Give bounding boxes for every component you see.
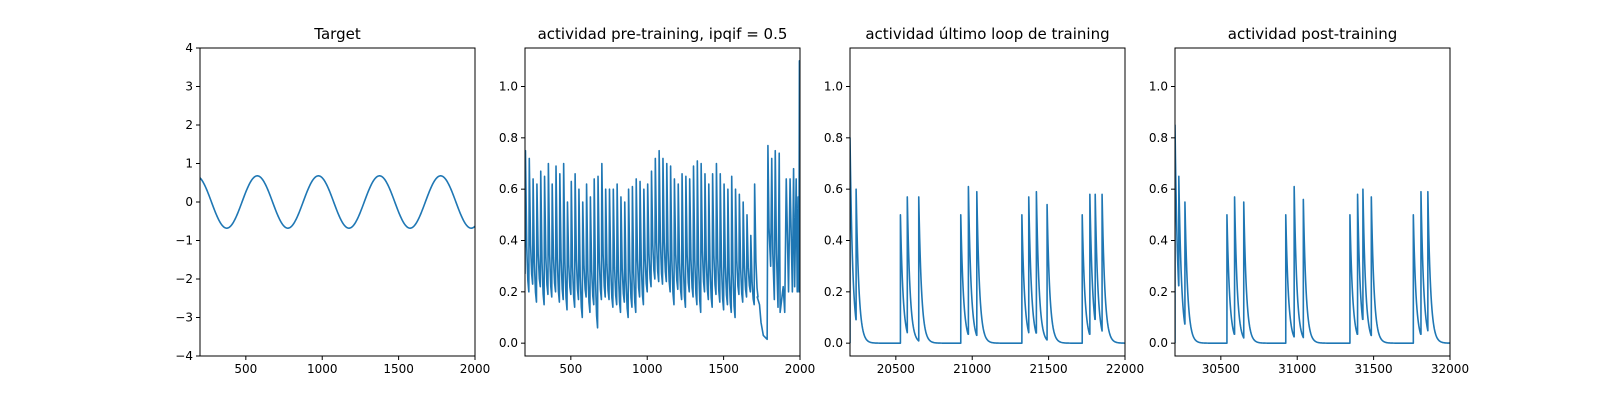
y-tick-label: 0.0 [824, 336, 843, 350]
y-tick-label: 3 [185, 80, 193, 94]
panel-title: Target [313, 25, 361, 43]
y-tick-label: 0.4 [1149, 234, 1168, 248]
panel-3: actividad último loop de training 20500 21… [824, 25, 1144, 376]
y-tick-label: −1 [175, 234, 193, 248]
axes-frame [849, 47, 1126, 357]
y-tick-label: 0 [185, 195, 193, 209]
x-tick-label: 31500 [1355, 362, 1393, 376]
y-tick-label: 0.4 [824, 234, 843, 248]
x-tick-label: 1500 [708, 362, 739, 376]
x-tick-label: 30500 [1202, 362, 1240, 376]
y-tick-label: −3 [175, 311, 193, 325]
y-tick-label: 0.6 [499, 182, 518, 196]
y-tick-label: 0.2 [1149, 285, 1168, 299]
y-tick-label: 1.0 [824, 80, 843, 94]
y-tick-label: 0.6 [1149, 182, 1168, 196]
y-tick-label: 0.0 [499, 336, 518, 350]
y-tick-label: 0.4 [499, 234, 518, 248]
series-line [1175, 124, 1450, 344]
x-tick-label: 1500 [383, 362, 414, 376]
y-tick-label: 0.8 [824, 131, 843, 145]
series-line [850, 137, 1125, 344]
panel-2: actividad pre-training, ipqif = 0.5 500 10… [499, 25, 815, 376]
y-tick-label: 0.2 [824, 285, 843, 299]
y-tick-label: 2 [185, 118, 193, 132]
x-tick-label: 500 [559, 362, 582, 376]
y-tick-label: 0.0 [1149, 336, 1168, 350]
x-tick-label: 1000 [632, 362, 663, 376]
x-tick-label: 32000 [1431, 362, 1469, 376]
x-tick-label: 2000 [785, 362, 816, 376]
x-tick-label: 500 [234, 362, 257, 376]
y-tick-label: 0.8 [499, 131, 518, 145]
series-line [200, 175, 475, 229]
panel-title: actividad pre-training, ipqif = 0.5 [538, 25, 788, 43]
axes-frame [1174, 47, 1451, 357]
panel-title: actividad post-training [1228, 25, 1397, 43]
x-tick-label: 31000 [1278, 362, 1316, 376]
x-tick-label: 21500 [1030, 362, 1068, 376]
x-tick-label: 21000 [953, 362, 991, 376]
y-tick-label: 4 [185, 41, 193, 55]
axes-frame [524, 47, 801, 357]
y-tick-label: 0.6 [824, 182, 843, 196]
x-tick-label: 1000 [307, 362, 338, 376]
y-tick-label: 0.8 [1149, 131, 1168, 145]
panel-1: Target 500 1000 1500 2000 −4 −3 −2 −1 0 1 2 3 4 [175, 25, 490, 376]
panel-4: actividad post-training 30500 31000 31500 32… [1149, 25, 1469, 376]
y-tick-label: 1.0 [499, 80, 518, 94]
y-tick-label: 0.2 [499, 285, 518, 299]
x-tick-label: 20500 [877, 362, 915, 376]
y-tick-label: −4 [175, 349, 193, 363]
x-tick-label: 22000 [1106, 362, 1144, 376]
series-line [525, 60, 800, 341]
y-tick-label: 1 [185, 157, 193, 171]
panel-title: actividad último loop de training [865, 25, 1109, 43]
x-tick-label: 2000 [460, 362, 491, 376]
y-tick-label: 1.0 [1149, 80, 1168, 94]
y-tick-label: −2 [175, 272, 193, 286]
